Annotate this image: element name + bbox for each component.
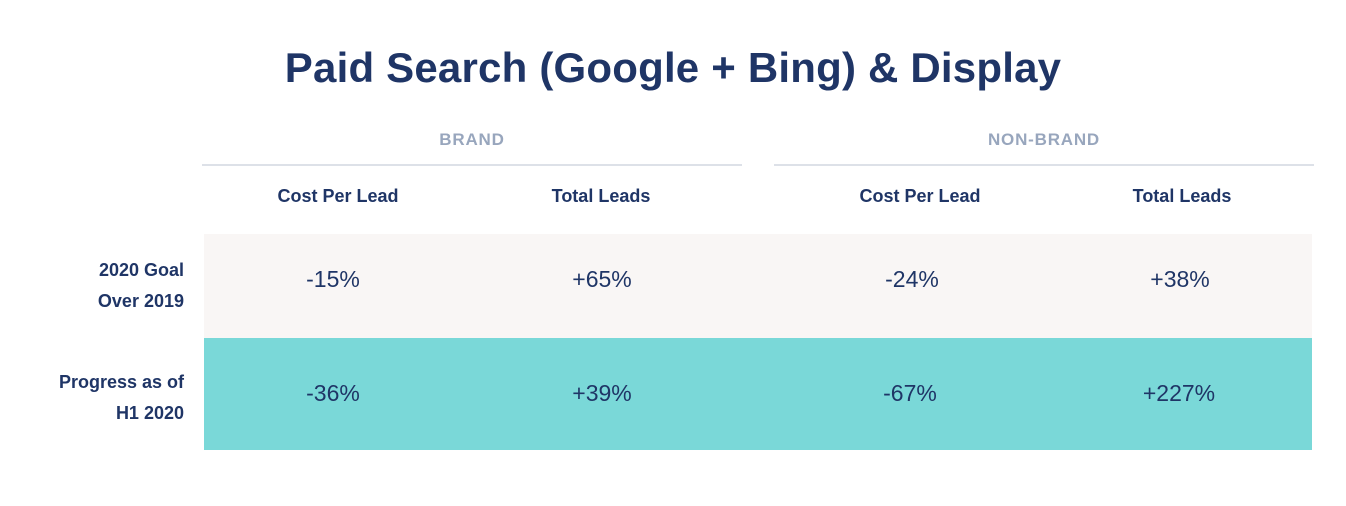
table-cell: -24%	[885, 266, 939, 292]
group-divider-non-brand	[774, 164, 1314, 166]
table-row-progress	[204, 338, 1312, 450]
table-cell: +38%	[1150, 266, 1210, 292]
table-cell: -67%	[883, 380, 937, 406]
group-label-brand: BRAND	[439, 130, 505, 149]
row-label-progress: Progress as of H1 2020	[4, 367, 184, 429]
table-cell: -15%	[306, 266, 360, 292]
table-row-goal	[204, 234, 1312, 338]
row-label-goal: 2020 Goal Over 2019	[4, 255, 184, 317]
group-label-non-brand: NON-BRAND	[987, 130, 1101, 149]
column-header-non-brand-cost-per-lead: Cost Per Lead	[859, 186, 981, 206]
table-cell: +227%	[1142, 380, 1216, 406]
group-divider-brand	[202, 164, 742, 166]
row-label-progress-line-1: Progress as of	[58, 372, 184, 392]
row-label-progress-line-2: H1 2020	[115, 403, 184, 423]
table-cell: +39%	[572, 380, 632, 406]
column-header-brand-total-leads: Total Leads	[551, 186, 651, 206]
row-label-goal-line-1: 2020 Goal	[98, 260, 184, 280]
chart-title: Paid Search (Google + Bing) & Display	[284, 44, 1062, 91]
column-header-non-brand-total-leads: Total Leads	[1132, 186, 1232, 206]
table-cell: +65%	[572, 266, 632, 292]
column-header-brand-cost-per-lead: Cost Per Lead	[277, 186, 399, 206]
row-label-goal-line-2: Over 2019	[97, 291, 184, 311]
table-cell: -36%	[306, 380, 360, 406]
